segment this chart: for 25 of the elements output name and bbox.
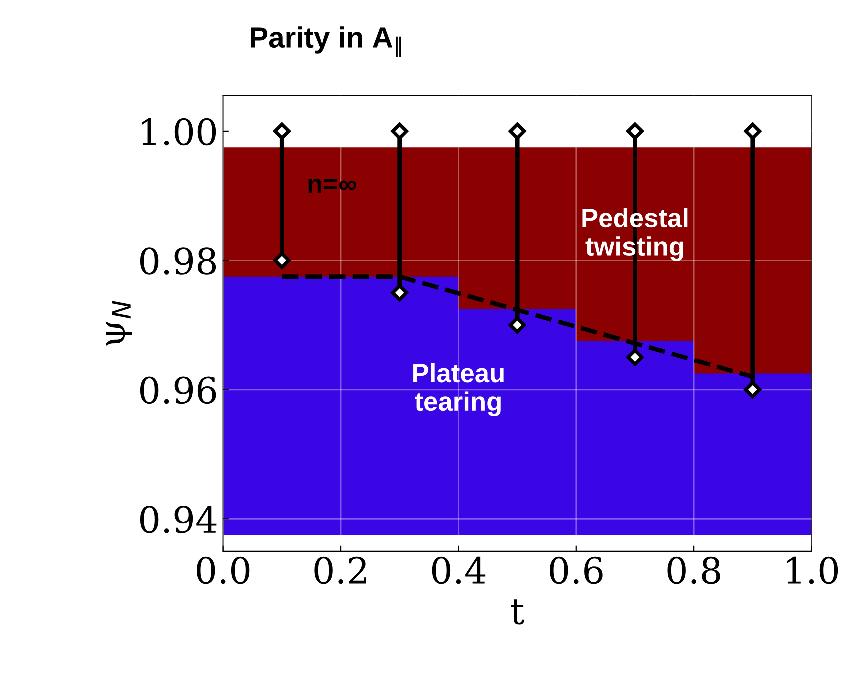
point xyxy=(626,348,644,366)
point xyxy=(744,381,762,398)
point xyxy=(391,284,408,302)
point xyxy=(508,122,526,140)
x-tick-label: 0.4 xyxy=(432,556,486,584)
x-tick-label: 0.6 xyxy=(550,556,603,584)
x-axis-title: t xyxy=(511,600,525,625)
x-tick-label: 1.0 xyxy=(787,556,838,584)
point xyxy=(744,122,762,140)
x-tick-label: 0.0 xyxy=(197,556,250,584)
point xyxy=(391,122,408,140)
annotation: Pedestal twisting xyxy=(582,208,688,262)
x-tick-label: 0.8 xyxy=(668,556,720,584)
x-tick-label: 0.2 xyxy=(314,556,366,584)
y-tick-label: 0.98 xyxy=(140,248,216,275)
point xyxy=(626,122,644,140)
point xyxy=(274,252,291,270)
y-axis-title: ψ$_{N}$ xyxy=(106,301,132,346)
y-tick-label: 0.94 xyxy=(140,506,217,534)
point xyxy=(508,316,526,334)
annotation: Plateau tearing xyxy=(414,363,504,416)
point xyxy=(274,122,291,140)
y-tick-label: 0.96 xyxy=(140,376,216,404)
chart-title: Parity in A$_{∥}$ xyxy=(251,26,402,57)
y-tick-label: 1.00 xyxy=(142,118,216,146)
